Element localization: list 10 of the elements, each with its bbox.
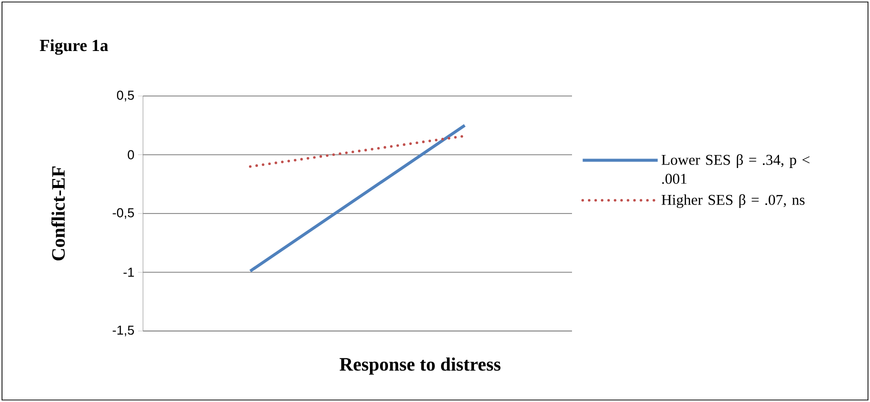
y-tick-label: -1,5 — [112, 326, 134, 336]
text: Higher SES β = .07, ns — [662, 194, 805, 208]
text: Lower SES β = .34, p < .001 — [662, 154, 810, 184]
y-tick-label: 0,5 — [116, 90, 134, 102]
chart-title: Figure 1a — [40, 39, 108, 55]
y-tick-label: 0 — [128, 150, 134, 160]
y-tick-label: -0,5 — [112, 208, 134, 219]
y-axis-title: Conflict-EF — [51, 166, 65, 260]
y-tick-label: -1 — [124, 268, 134, 277]
x-axis-title: Response to distress — [340, 357, 500, 375]
